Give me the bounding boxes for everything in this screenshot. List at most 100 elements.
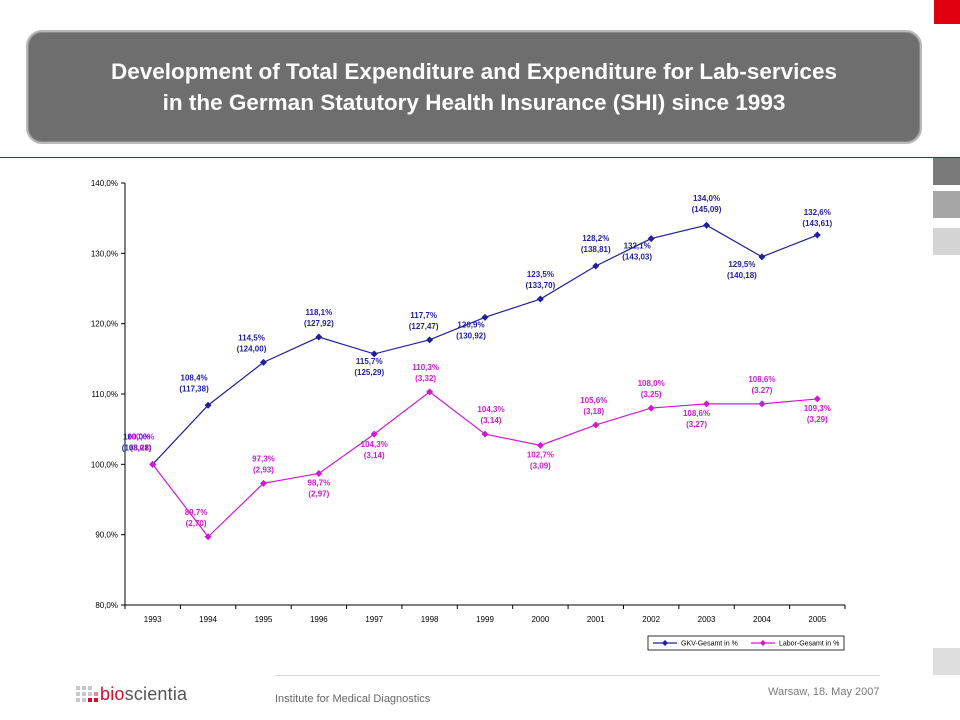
y-tick-label: 90,0% <box>95 531 118 540</box>
data-point-0 <box>370 350 378 358</box>
data-label-abs: (3,01) <box>130 443 151 452</box>
data-point-0 <box>315 333 323 341</box>
data-label-abs: (127,92) <box>304 319 334 328</box>
data-point-1 <box>592 421 600 429</box>
data-label-abs: (145,09) <box>692 205 722 214</box>
bioscientia-logo: bioscientia <box>76 684 206 710</box>
data-point-0 <box>204 401 212 409</box>
data-label: 134,0% <box>693 194 720 203</box>
data-label: 104,3% <box>477 405 504 414</box>
data-point-0 <box>703 221 711 229</box>
data-label-abs: (3,27) <box>686 420 707 429</box>
data-point-1 <box>536 441 544 449</box>
x-tick-label: 1999 <box>476 615 494 624</box>
data-label-abs: (3.27) <box>751 386 772 395</box>
data-label: 117,7% <box>410 311 437 320</box>
data-label-abs: (143,61) <box>802 219 832 228</box>
footer-date: Warsaw, 18. May 2007 <box>768 686 880 698</box>
data-label: 132,1% <box>624 242 651 251</box>
accent-red-square <box>934 0 960 24</box>
data-label: 109,3% <box>804 404 831 413</box>
data-label-abs: (143,03) <box>622 253 652 262</box>
title-banner: Development of Total Expenditure and Exp… <box>26 30 922 144</box>
y-tick-label: 120,0% <box>91 320 118 329</box>
data-label: 108,4% <box>181 373 208 382</box>
data-label: 105,6% <box>580 396 607 405</box>
data-label-abs: (3,14) <box>481 416 502 425</box>
y-tick-label: 100,0% <box>91 460 118 469</box>
y-tick-label: 80,0% <box>95 601 118 610</box>
side-marker-dark <box>933 158 960 185</box>
data-label-abs: (124,00) <box>237 344 267 353</box>
footer-divider <box>275 675 880 676</box>
data-label: 89,7% <box>185 508 208 517</box>
data-label-abs: (3,18) <box>583 407 604 416</box>
data-label-abs: (133,70) <box>525 281 555 290</box>
side-marker-mid <box>933 191 960 218</box>
data-label: 114,5% <box>238 333 265 342</box>
data-label: 129,5% <box>728 260 755 269</box>
data-point-0 <box>813 231 821 239</box>
logo-dots-icon <box>76 686 98 702</box>
logo-text: bioscientia <box>100 684 187 705</box>
x-tick-label: 2003 <box>698 615 716 624</box>
data-point-0 <box>592 262 600 270</box>
data-point-1 <box>758 400 766 408</box>
data-label: 118,1% <box>305 308 332 317</box>
side-marker-light <box>933 228 960 255</box>
x-tick-label: 2004 <box>753 615 771 624</box>
x-tick-label: 1993 <box>144 615 162 624</box>
data-label-abs: (3,14) <box>364 451 385 460</box>
data-point-0 <box>259 358 267 366</box>
legend-swatch-marker <box>662 640 668 646</box>
legend-label: GKV-Gesamt in % <box>681 641 738 648</box>
data-point-1 <box>370 430 378 438</box>
data-label: 108,6% <box>748 375 775 384</box>
x-tick-label: 2002 <box>642 615 660 624</box>
data-point-1 <box>481 430 489 438</box>
data-label: 132,6% <box>804 208 831 217</box>
legend-swatch-marker <box>760 640 766 646</box>
x-tick-label: 1995 <box>255 615 273 624</box>
data-label-abs: (140,18) <box>727 271 757 280</box>
data-label-abs: (117,38) <box>179 384 209 393</box>
data-point-1 <box>703 400 711 408</box>
data-label-abs: (2,97) <box>308 489 329 498</box>
x-tick-label: 2000 <box>531 615 549 624</box>
x-tick-label: 2001 <box>587 615 605 624</box>
data-label: 110,3% <box>412 363 439 372</box>
data-label: 120,9% <box>457 320 484 329</box>
footer-institute: Institute for Medical Diagnostics <box>275 693 431 705</box>
data-label: 115,7% <box>356 357 383 366</box>
data-label: 104,3% <box>361 440 388 449</box>
data-label-abs: (2,93) <box>253 465 274 474</box>
data-point-0 <box>481 313 489 321</box>
data-label: 97,3% <box>252 454 275 463</box>
data-point-1 <box>426 388 434 396</box>
data-label-abs: (3,09) <box>530 461 551 470</box>
y-tick-label: 140,0% <box>91 179 118 188</box>
data-point-1 <box>259 479 267 487</box>
data-point-0 <box>426 336 434 344</box>
data-label: 128,2% <box>582 234 609 243</box>
data-label-abs: (138,81) <box>581 245 611 254</box>
logo-prefix: bio <box>100 684 125 704</box>
x-tick-label: 1994 <box>199 615 217 624</box>
logo-suffix: scientia <box>124 684 188 704</box>
data-label-abs: (3,25) <box>641 390 662 399</box>
data-point-1 <box>149 460 157 468</box>
data-label-abs: (125,29) <box>354 368 384 377</box>
data-point-1 <box>647 404 655 412</box>
data-label: 98,7% <box>308 478 331 487</box>
y-tick-label: 130,0% <box>91 249 118 258</box>
data-label-abs: (3,29) <box>807 415 828 424</box>
data-label: 100,0% <box>127 432 154 441</box>
data-label: 108,0% <box>638 379 665 388</box>
data-label-abs: (130,92) <box>456 331 486 340</box>
x-tick-label: 1998 <box>421 615 439 624</box>
data-point-1 <box>204 533 212 541</box>
data-point-1 <box>315 469 323 477</box>
data-label: 102,7% <box>527 450 554 459</box>
title-line-2: in the German Statutory Health Insurance… <box>162 90 786 115</box>
